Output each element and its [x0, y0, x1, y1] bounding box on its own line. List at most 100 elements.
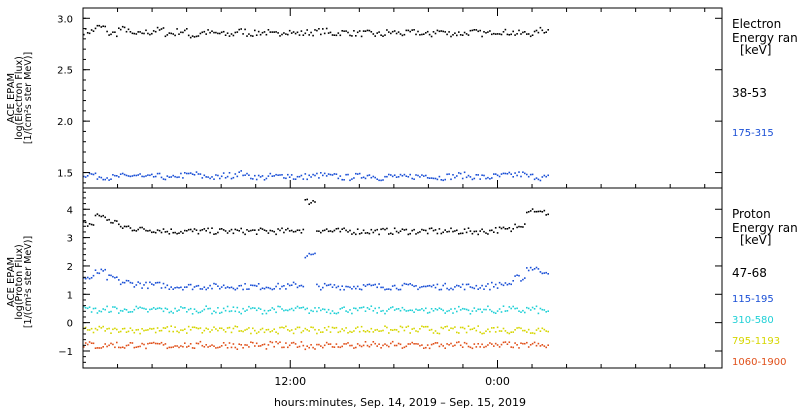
data-point — [491, 229, 493, 232]
data-point — [279, 174, 281, 176]
data-point — [388, 31, 390, 33]
data-point — [386, 344, 388, 347]
data-point — [166, 34, 169, 36]
data-point — [426, 344, 429, 346]
data-point — [430, 35, 433, 38]
data-point — [240, 312, 242, 315]
data-point — [353, 177, 355, 179]
data-point — [184, 307, 186, 309]
data-point — [543, 209, 546, 212]
data-point — [219, 177, 221, 180]
data-point — [355, 346, 357, 349]
data-point — [498, 346, 501, 348]
data-point — [345, 229, 347, 232]
data-point — [255, 233, 258, 235]
data-point — [143, 343, 145, 346]
data-point — [380, 179, 382, 182]
data-point — [119, 309, 122, 312]
data-point — [493, 286, 495, 288]
data-point — [314, 348, 316, 350]
data-point — [215, 174, 217, 176]
data-point — [219, 287, 221, 290]
data-point — [145, 329, 147, 331]
data-point — [224, 230, 227, 232]
data-point — [236, 306, 239, 309]
data-point — [351, 233, 353, 235]
data-point — [259, 227, 262, 230]
data-point — [300, 341, 303, 343]
data-point — [300, 307, 303, 309]
data-point — [500, 311, 503, 313]
data-point — [312, 310, 314, 313]
data-point — [199, 340, 202, 343]
data-point — [174, 326, 176, 328]
data-point — [222, 342, 225, 344]
data-point — [378, 343, 380, 345]
data-point — [100, 176, 103, 179]
data-point — [294, 328, 297, 330]
data-point — [432, 177, 435, 180]
data-point — [187, 34, 190, 37]
proton-legend-entry-310-580: 310-580 — [732, 315, 774, 326]
data-point — [477, 325, 479, 327]
data-point — [83, 33, 85, 36]
data-point — [298, 307, 301, 309]
data-point — [230, 346, 233, 349]
data-point — [186, 286, 188, 288]
data-point — [131, 229, 134, 232]
data-point — [395, 230, 398, 233]
data-point — [409, 343, 411, 345]
data-point — [461, 232, 464, 235]
data-point — [426, 285, 429, 287]
data-point — [339, 308, 342, 310]
data-point — [403, 346, 406, 349]
data-point — [267, 286, 270, 289]
data-point — [135, 346, 138, 348]
data-point — [310, 31, 312, 34]
data-point — [121, 310, 124, 312]
data-point — [182, 345, 184, 348]
data-point — [514, 275, 516, 277]
data-point — [475, 310, 478, 312]
data-point — [526, 306, 528, 309]
data-point — [337, 227, 340, 230]
data-point — [187, 308, 190, 311]
data-point — [114, 327, 116, 330]
data-point — [353, 285, 355, 288]
data-point — [331, 326, 334, 329]
data-point — [351, 344, 353, 347]
data-point — [288, 308, 291, 311]
data-point — [368, 345, 371, 348]
data-point — [494, 33, 497, 35]
data-point — [539, 330, 542, 332]
data-point — [510, 173, 512, 175]
data-point — [137, 174, 139, 176]
data-point — [351, 312, 353, 315]
data-point — [283, 285, 285, 287]
data-point — [411, 341, 413, 344]
data-point — [543, 32, 546, 34]
data-point — [374, 329, 376, 331]
data-point — [158, 281, 161, 284]
data-point — [168, 233, 171, 235]
data-point — [261, 31, 264, 34]
data-point — [133, 286, 136, 288]
data-point — [186, 230, 188, 232]
data-point — [436, 309, 439, 311]
data-point — [545, 271, 547, 274]
data-point — [254, 284, 256, 287]
proton-legend-title-line-2: Energy ran — [732, 221, 798, 235]
data-point — [327, 284, 330, 286]
data-point — [537, 268, 540, 270]
data-point — [242, 307, 244, 310]
data-point — [164, 327, 167, 329]
data-point — [481, 35, 483, 38]
data-point — [413, 285, 415, 288]
data-point — [123, 327, 126, 330]
data-point — [236, 31, 239, 33]
data-point — [397, 31, 400, 33]
data-point — [436, 232, 439, 235]
data-point — [316, 283, 318, 286]
data-point — [312, 346, 314, 349]
data-point — [473, 29, 476, 31]
